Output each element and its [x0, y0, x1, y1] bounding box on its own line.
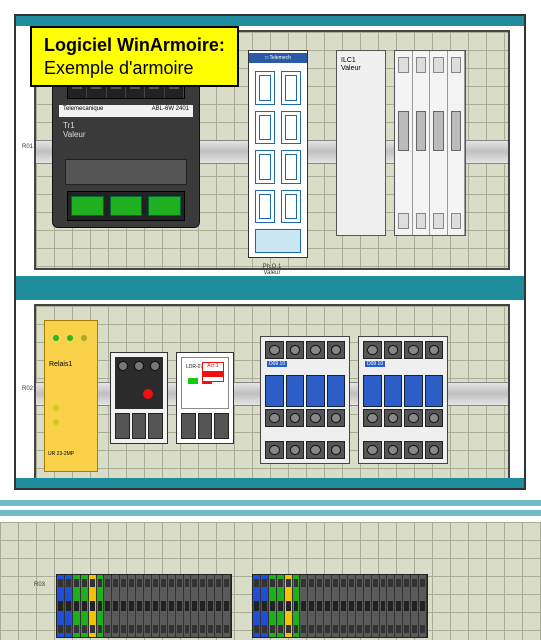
switch-ports	[255, 71, 301, 223]
plc-label: ILC1 Valeur	[341, 57, 361, 72]
ethernet-switch: □ Telemech	[248, 50, 308, 258]
divider-teal-1	[0, 500, 541, 506]
relay-indicator-icon	[53, 405, 59, 411]
terminal-backplate: R03	[0, 522, 541, 640]
psu-label-strip: Telemecanique ABL-6W 2401	[59, 105, 193, 117]
rail-label-terminals: R03	[34, 582, 45, 588]
contactor-model: D09 10	[365, 361, 385, 367]
rail-label-upper: R01	[22, 144, 33, 150]
contactor-1: D09 10	[260, 336, 350, 464]
psu-body	[65, 159, 187, 185]
contactor-coil	[363, 375, 443, 407]
lower-panel: R02 Relais1 UR 23-2MP	[34, 304, 510, 480]
psu-model: ABL-6W 2401	[152, 106, 189, 116]
trip-button-icon	[143, 389, 153, 399]
frame-band-top	[16, 16, 524, 26]
green-lamp-icon	[188, 378, 198, 384]
overload2-terminals	[181, 413, 229, 439]
overload-body	[115, 357, 163, 409]
safety-relay: Relais1 UR 23-2MP	[44, 320, 98, 472]
overload2-body: LDR-07 Acr.1	[181, 357, 229, 409]
relay-model: UR 23-2MP	[48, 451, 74, 457]
overload2-flag: Acr.1	[202, 362, 224, 382]
psu-brand: Telemecanique	[63, 106, 103, 116]
relay-name: Relais1	[49, 361, 72, 368]
overload2-tag: LDR-07	[186, 364, 203, 370]
relay-led-icon	[81, 335, 87, 341]
callout-subtitle: Exemple d'armoire	[44, 57, 225, 80]
terminal-block-1	[56, 574, 232, 638]
contactor-model: D09 10	[267, 361, 287, 367]
terminal-block-2	[252, 574, 428, 638]
frame-band-bot	[16, 478, 524, 488]
callout-title: Logiciel WinArmoire:	[44, 34, 225, 57]
divider-teal-2	[0, 510, 541, 516]
switch-diag	[255, 229, 301, 253]
psu-name: Tr1 Valeur	[63, 121, 86, 139]
rail-label-lower: R02	[22, 386, 33, 392]
relay-led-icon	[67, 335, 73, 341]
relay-indicator-icon	[53, 419, 59, 425]
psu-bottom-terminals	[67, 191, 185, 221]
title-callout: Logiciel WinArmoire: Exemple d'armoire	[30, 26, 239, 87]
switch-brand: □ Telemech	[249, 53, 307, 63]
contactor-2: D09 10	[358, 336, 448, 464]
overload-terminals	[115, 413, 163, 439]
relay-led-icon	[53, 335, 59, 341]
cabinet-diagram: R01 Telemecanique ABL-6W 2401 Tr1 Valeur	[0, 0, 541, 640]
overload-relay-2: LDR-07 Acr.1	[176, 352, 234, 444]
breaker-block	[394, 50, 466, 236]
terminal-zone: R03	[0, 500, 541, 640]
plc-module: ILC1 Valeur	[336, 50, 386, 236]
frame-band-mid	[16, 276, 524, 300]
overload-relay-1	[110, 352, 168, 444]
center-note: Ph.O.1 Valeur	[36, 264, 508, 276]
contactor-coil	[265, 375, 345, 407]
